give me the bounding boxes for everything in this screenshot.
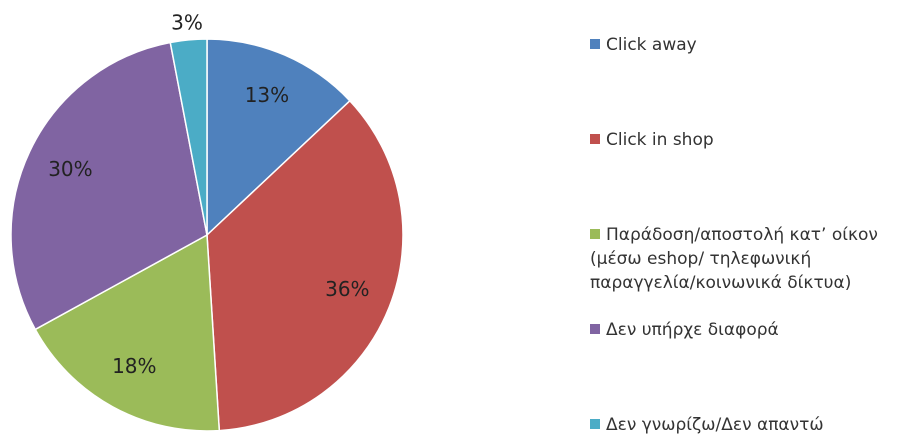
legend-item: Δεν γνωρίζω/Δεν απαντώ bbox=[590, 413, 910, 436]
legend-swatch bbox=[590, 134, 600, 144]
legend-swatch bbox=[590, 419, 600, 429]
data-label: 18% bbox=[112, 354, 156, 378]
legend-label: Click away bbox=[606, 35, 697, 55]
pie-slice bbox=[206, 99, 404, 432]
pie-slice bbox=[206, 38, 351, 237]
data-label: 3% bbox=[171, 10, 203, 34]
pie-slice bbox=[34, 233, 221, 432]
legend-label: Δεν υπήρχε διαφορά bbox=[606, 320, 779, 340]
legend-swatch bbox=[590, 229, 600, 239]
data-label: 36% bbox=[325, 277, 369, 301]
legend-item: Δεν υπήρχε διαφορά bbox=[590, 318, 910, 342]
pie-slice bbox=[10, 41, 208, 331]
legend-label: Click in shop bbox=[606, 130, 714, 150]
data-label: 30% bbox=[48, 157, 92, 181]
legend-item: Click in shop bbox=[590, 128, 910, 152]
pie-slice bbox=[169, 38, 208, 236]
legend-item: Παράδοση/αποστολή κατ’ οίκον (μέσω eshop… bbox=[590, 223, 910, 295]
legend-item: Click away bbox=[590, 33, 910, 57]
legend-swatch bbox=[590, 324, 600, 334]
legend-label: Παράδοση/αποστολή κατ’ οίκον (μέσω eshop… bbox=[590, 225, 878, 293]
pie-area: 13% 36% 18% 30% 3% bbox=[10, 10, 404, 432]
legend-swatch bbox=[590, 39, 600, 49]
data-label: 13% bbox=[245, 83, 289, 107]
legend-label: Δεν γνωρίζω/Δεν απαντώ bbox=[606, 415, 824, 435]
